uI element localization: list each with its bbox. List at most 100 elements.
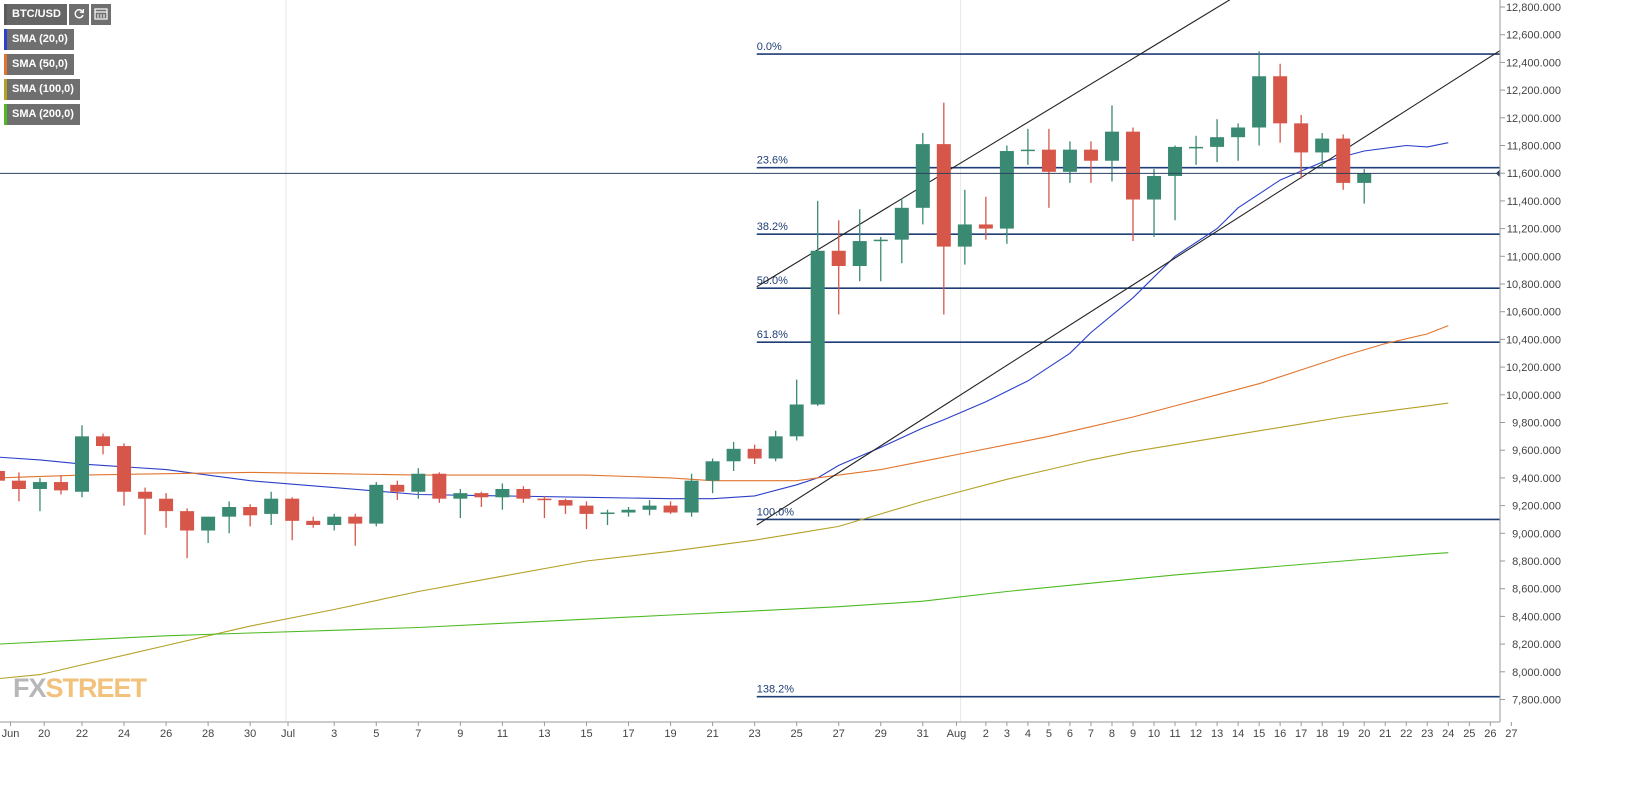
candle-body — [75, 436, 89, 492]
candle-body — [474, 493, 489, 498]
symbol-label[interactable]: BTC/USD — [4, 4, 67, 25]
candle — [180, 508, 195, 559]
candle — [684, 473, 699, 517]
candle-body — [1189, 146, 1204, 149]
candle-body — [621, 509, 636, 513]
candle — [558, 498, 573, 514]
candle — [96, 433, 111, 455]
time-tick-label: 14 — [1232, 728, 1244, 740]
price-tick-label: 12,000.000 — [1506, 113, 1561, 125]
sma-20-label[interactable]: SMA (20,0) — [4, 29, 74, 50]
candle — [747, 444, 762, 465]
time-tick-label: 5 — [373, 728, 379, 740]
candle — [1168, 145, 1183, 221]
time-tick-label: 5 — [1046, 728, 1052, 740]
candle — [831, 220, 846, 315]
price-tick-label: 10,400.000 — [1506, 334, 1561, 346]
candle-body — [789, 404, 804, 437]
sma-200-label[interactable]: SMA (200,0) — [4, 104, 80, 125]
candle — [768, 430, 783, 462]
time-tick-label: 22 — [76, 728, 88, 740]
refresh-icon[interactable] — [68, 4, 89, 25]
candle — [432, 472, 447, 503]
price-tick-label: 8,400.000 — [1512, 611, 1561, 623]
candle-body — [537, 498, 552, 501]
candle — [390, 480, 405, 501]
candle-body — [390, 484, 405, 492]
candle — [222, 501, 237, 534]
price-tick-label: 12,400.000 — [1506, 57, 1561, 69]
candle — [978, 196, 993, 240]
time-tick-label: 7 — [1088, 728, 1094, 740]
fxstreet-logo: FXSTREET — [13, 673, 147, 703]
candle-body — [768, 436, 783, 459]
candle — [726, 441, 741, 471]
time-tick-label: 9 — [457, 728, 463, 740]
fib-level-label: 0.0% — [757, 41, 782, 53]
price-axis[interactable]: 7,800.000 8,000.000 8,200.000 8,400.000 8,60… — [1499, 0, 1645, 780]
candle — [1189, 135, 1204, 165]
trendline — [756, 10, 1563, 526]
candle-body — [432, 473, 447, 499]
price-tick-label: 11,000.000 — [1507, 251, 1561, 263]
price-tick-label: 9,200.000 — [1512, 501, 1561, 513]
candle — [1020, 128, 1035, 165]
fib-level-label: 23.6% — [757, 155, 788, 167]
time-tick-label: 7 — [415, 728, 421, 740]
candle-body — [117, 446, 132, 492]
time-tick-label: 25 — [791, 728, 803, 740]
sma-100-label[interactable]: SMA (100,0) — [4, 79, 80, 100]
candle-body — [684, 480, 699, 513]
time-tick-label: 26 — [1484, 728, 1496, 740]
fib-level-label: 61.8% — [757, 329, 788, 341]
price-tick-label: 7,800.000 — [1512, 695, 1561, 707]
candle-body — [495, 488, 510, 498]
candle — [1315, 133, 1330, 168]
plot-area — [0, 0, 1500, 722]
fib-level-label: 138.2% — [757, 684, 795, 696]
candle-body — [894, 207, 909, 240]
candle-body — [747, 448, 762, 459]
candle — [936, 102, 951, 315]
candle — [0, 470, 5, 481]
candle — [474, 491, 489, 507]
candle-body — [1210, 137, 1225, 147]
candle — [1252, 51, 1267, 146]
candle-body — [600, 512, 615, 515]
calendar-icon[interactable] — [90, 4, 111, 25]
sma-line — [0, 325, 1449, 482]
time-tick-label: 4 — [1025, 728, 1031, 740]
time-axis[interactable]: Jun 20 22 24 26 28 30 Jul 3 5 7 9 11 13 15 17 19 21 23 25 27… — [0, 721, 1517, 740]
candle-body — [411, 473, 426, 492]
chart-legend: BTC/USD SMA (20,0) SMA (50,0) SMA (100,0… — [4, 4, 111, 129]
time-tick-label: 2 — [983, 728, 989, 740]
price-axis-bg — [1500, 0, 1645, 780]
candle-body — [306, 520, 321, 525]
candle-body — [558, 500, 573, 506]
price-tick-label: 8,000.000 — [1512, 667, 1561, 679]
candle — [117, 443, 132, 506]
time-tick-label: 27 — [833, 728, 845, 740]
time-tick-label: 19 — [664, 728, 676, 740]
sma-50-label[interactable]: SMA (50,0) — [4, 54, 74, 75]
candle — [159, 493, 174, 528]
candle — [852, 209, 867, 282]
price-tick-label: 8,600.000 — [1512, 584, 1561, 596]
time-tick-label: 21 — [1379, 728, 1391, 740]
price-tick-label: 12,800.000 — [1506, 2, 1561, 14]
candle-body — [96, 436, 111, 447]
time-tick-label: 26 — [160, 728, 172, 740]
candle — [306, 516, 321, 528]
time-tick-label: 13 — [1211, 728, 1223, 740]
sma-line — [0, 552, 1449, 645]
price-tick-label: 10,600.000 — [1506, 307, 1561, 319]
time-tick-label: 3 — [331, 728, 337, 740]
candlesticks — [0, 51, 1372, 559]
candle-body — [1126, 131, 1140, 200]
candle — [1104, 105, 1119, 182]
candle-body — [1168, 146, 1183, 176]
candle-body — [1041, 149, 1056, 172]
candle-body — [915, 144, 930, 208]
grid — [285, 0, 962, 722]
